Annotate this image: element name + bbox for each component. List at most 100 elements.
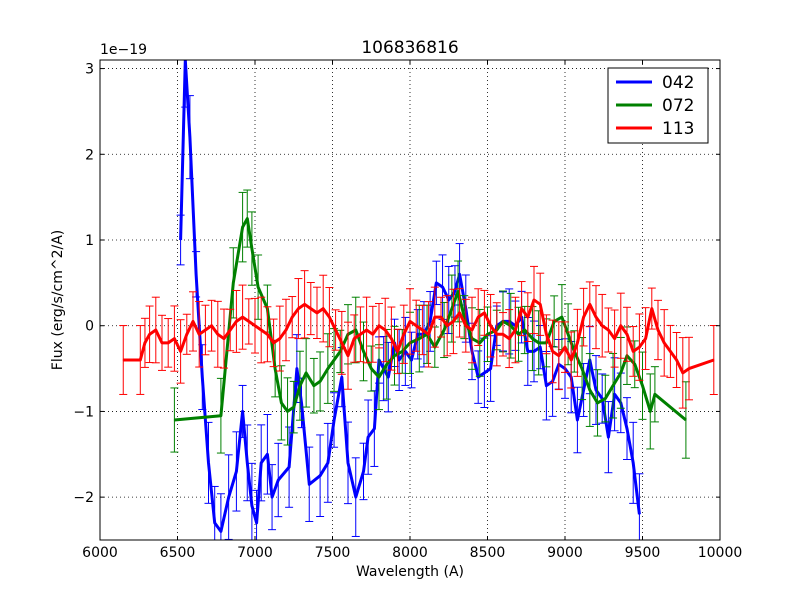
data-point [198, 333, 200, 335]
data-point [251, 505, 253, 507]
x-tick-label: 8500 [470, 545, 506, 561]
data-point [291, 316, 293, 318]
x-tick-label: 7000 [237, 545, 273, 561]
data-point [612, 385, 614, 387]
data-point [242, 226, 244, 228]
data-point [457, 290, 459, 293]
data-point [229, 329, 231, 331]
series-layer [119, 60, 718, 540]
data-point [415, 325, 417, 327]
data-point [366, 329, 368, 331]
data-point [370, 367, 372, 370]
x-tick-label: 7500 [315, 545, 351, 561]
data-point [305, 372, 307, 374]
x-tick-label: 8000 [392, 545, 428, 561]
chart-title: 106836816 [361, 38, 458, 58]
data-point [288, 466, 290, 468]
data-point [248, 320, 250, 323]
data-point [595, 316, 597, 318]
data-point [452, 320, 454, 323]
data-point [403, 333, 405, 335]
data-point [273, 342, 275, 344]
data-point [576, 419, 579, 421]
data-point [538, 342, 540, 344]
data-point [195, 273, 197, 275]
x-tick-label: 10000 [698, 545, 743, 561]
data-point [533, 299, 535, 301]
data-point [604, 397, 606, 400]
data-point [434, 316, 436, 318]
y-axis-label: Flux (erg/s/cm^2/A) [50, 230, 66, 370]
data-point [428, 333, 430, 335]
data-point [173, 419, 175, 421]
data-point [260, 462, 262, 464]
data-point [367, 436, 369, 438]
data-point [180, 239, 182, 241]
data-point [328, 316, 330, 318]
data-point [561, 316, 563, 318]
data-point [372, 333, 374, 335]
data-point [620, 325, 622, 327]
data-point [299, 385, 301, 387]
data-point [626, 333, 628, 335]
data-point [246, 217, 248, 220]
data-point [564, 346, 566, 348]
data-point [378, 325, 380, 327]
data-point [286, 410, 289, 413]
data-point [390, 337, 392, 340]
data-point [521, 307, 523, 310]
data-point [347, 355, 349, 357]
data-point [246, 462, 248, 464]
data-point [510, 325, 512, 327]
data-point [386, 363, 388, 365]
data-point [410, 359, 413, 361]
data-point [217, 333, 219, 335]
data-point [353, 337, 355, 340]
data-point [384, 329, 386, 331]
data-point [300, 402, 303, 404]
data-point [607, 329, 610, 331]
data-point [310, 307, 312, 310]
data-point [173, 337, 175, 340]
data-point [713, 359, 715, 361]
data-point [576, 342, 579, 344]
data-point [634, 363, 636, 365]
data-point [277, 479, 279, 481]
data-point [589, 389, 591, 391]
data-point [583, 316, 585, 318]
data-point [339, 350, 341, 353]
data-point [327, 462, 329, 464]
data-point [207, 462, 210, 464]
data-point [373, 427, 375, 430]
data-point [685, 419, 687, 421]
data-point [362, 350, 365, 353]
data-point [308, 483, 310, 485]
data-point [676, 359, 678, 361]
data-point [228, 496, 230, 498]
data-point [490, 325, 492, 327]
legend-label-072: 072 [662, 96, 694, 116]
data-point [266, 333, 268, 335]
data-point [533, 350, 535, 353]
data-point [657, 329, 659, 331]
data-point [359, 333, 361, 335]
data-point [443, 329, 445, 331]
data-point [285, 329, 287, 331]
data-point [620, 372, 622, 374]
data-point [235, 320, 237, 323]
data-point [254, 325, 256, 327]
data-point [451, 307, 453, 310]
data-point [552, 350, 554, 353]
legend-label-042: 042 [662, 73, 694, 93]
data-point [220, 415, 222, 417]
data-point [490, 367, 492, 370]
x-tick-label: 9500 [625, 545, 661, 561]
data-point [486, 333, 489, 335]
data-point [139, 359, 141, 361]
data-point [211, 325, 213, 327]
ticks: 6000 6500 7000 7500 8000 8500 9000 9500 10000 −2 −… [73, 60, 742, 561]
data-point [362, 470, 365, 473]
data-point [601, 325, 603, 327]
data-point [347, 462, 349, 464]
data-point [144, 342, 146, 344]
